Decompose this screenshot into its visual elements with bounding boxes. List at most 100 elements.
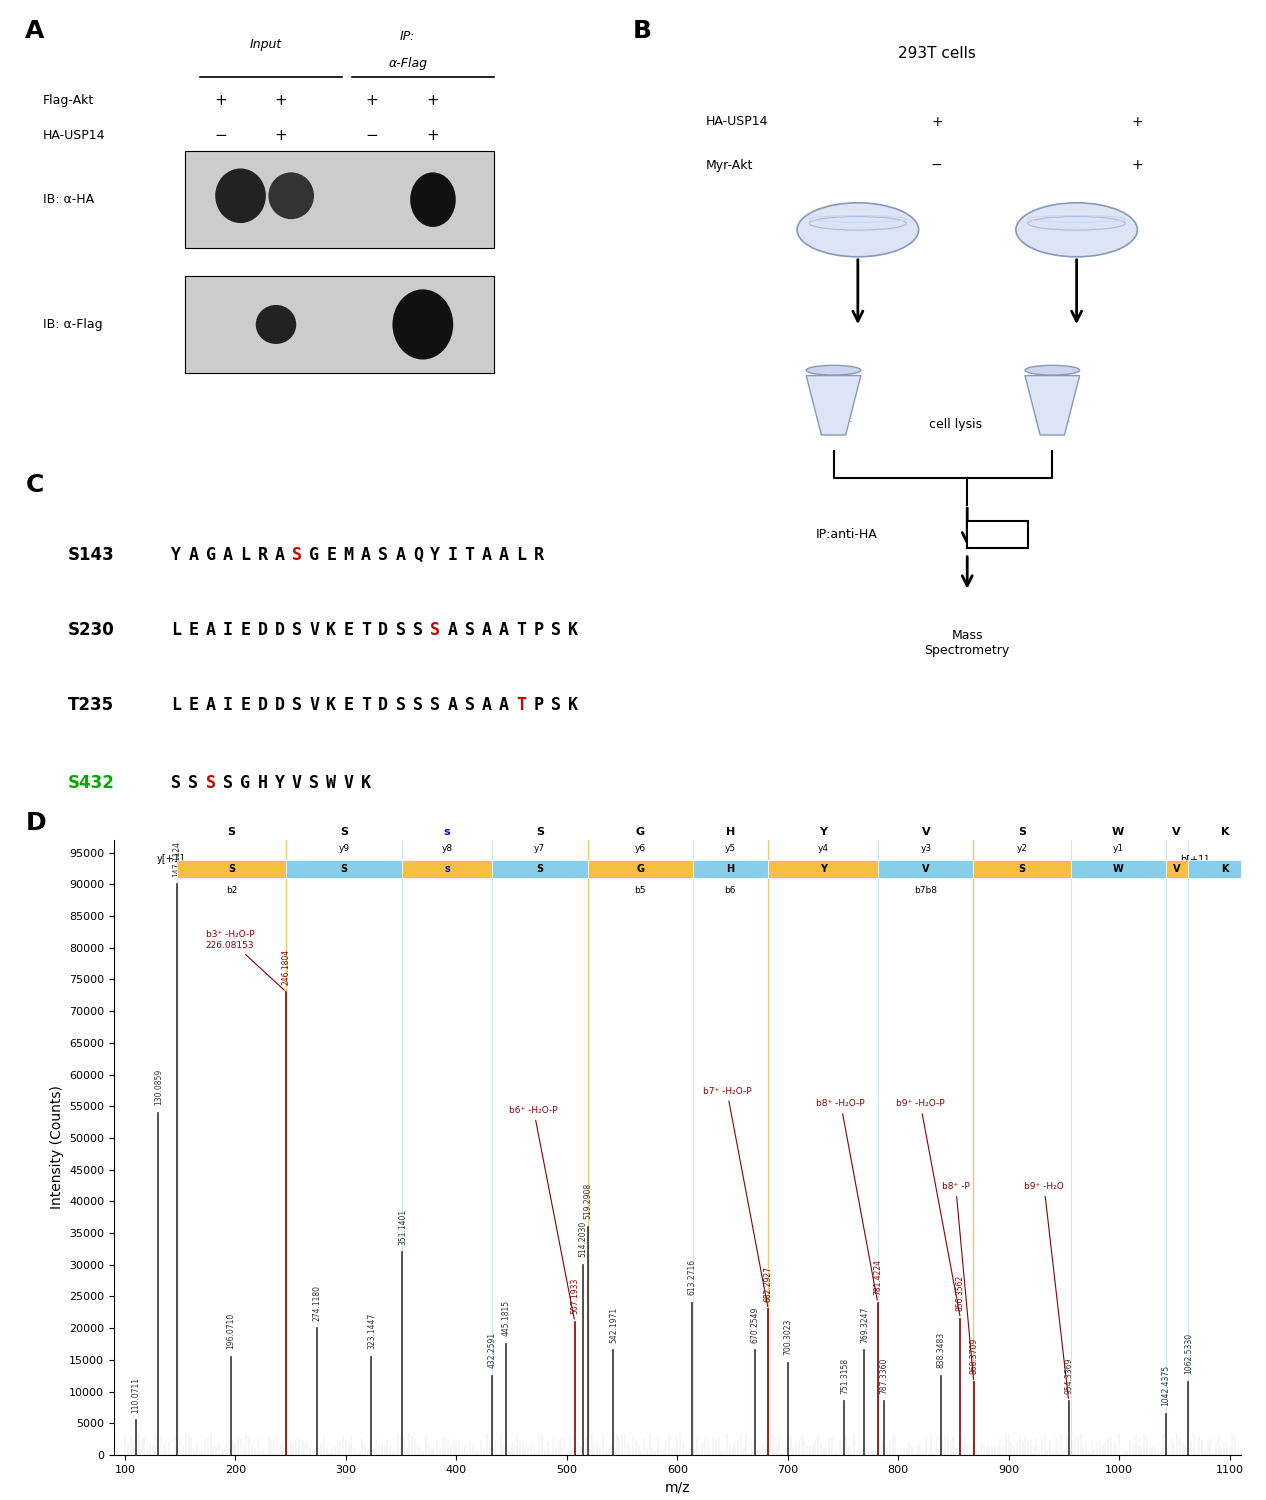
Text: K: K (327, 696, 337, 714)
Text: −: − (214, 128, 227, 142)
Text: HA-USP14: HA-USP14 (706, 116, 768, 129)
Text: A: A (482, 696, 491, 714)
Bar (1166, 861, 1188, 877)
Text: V: V (292, 774, 303, 792)
Text: D: D (25, 810, 46, 834)
Text: A: A (499, 696, 509, 714)
Text: S: S (465, 696, 475, 714)
Text: B: B (633, 18, 652, 42)
Text: A: A (25, 18, 44, 42)
Text: 519.2908: 519.2908 (584, 1184, 592, 1219)
Text: W: W (1113, 864, 1123, 874)
Text: A: A (361, 546, 371, 564)
Text: S: S (1018, 864, 1025, 874)
Polygon shape (806, 375, 861, 435)
Text: S432: S432 (68, 774, 115, 792)
Text: 838.3483: 838.3483 (936, 1332, 946, 1368)
Text: 351.1401: 351.1401 (398, 1209, 406, 1245)
Text: S: S (413, 621, 423, 639)
Text: E: E (344, 621, 353, 639)
Text: b6⁺ -H₂O-P: b6⁺ -H₂O-P (509, 1106, 575, 1318)
Text: Y: Y (819, 827, 827, 837)
Text: S: S (536, 827, 544, 837)
X-axis label: m/z: m/z (665, 1480, 690, 1494)
Text: 868.3709: 868.3709 (970, 1338, 979, 1374)
Text: 682.2927: 682.2927 (763, 1266, 772, 1302)
Text: T: T (361, 696, 371, 714)
Text: A: A (275, 546, 285, 564)
Text: H: H (727, 864, 734, 874)
Text: S: S (171, 774, 181, 792)
Ellipse shape (392, 290, 453, 360)
Text: K: K (568, 621, 579, 639)
Text: A: A (499, 621, 509, 639)
Y-axis label: Intensity (Counts): Intensity (Counts) (49, 1086, 63, 1209)
Text: s: s (443, 827, 451, 837)
Text: W: W (327, 774, 337, 792)
Text: S: S (395, 621, 405, 639)
Text: T235: T235 (68, 696, 114, 714)
Text: 700.3023: 700.3023 (784, 1318, 793, 1356)
Text: 542.1971: 542.1971 (609, 1306, 618, 1342)
Text: +: + (366, 93, 379, 108)
Text: y1: y1 (1113, 843, 1124, 852)
Text: A: A (499, 546, 509, 564)
Text: +: + (275, 128, 287, 142)
Text: D: D (379, 696, 389, 714)
Text: A: A (223, 546, 233, 564)
Text: R: R (257, 546, 267, 564)
Text: 1042.4375: 1042.4375 (1161, 1365, 1171, 1406)
Text: V: V (922, 827, 931, 837)
Text: D: D (275, 696, 285, 714)
Text: 514.2030: 514.2030 (579, 1221, 587, 1257)
Text: y7: y7 (534, 843, 546, 852)
Text: 293T cells: 293T cells (898, 46, 976, 62)
Text: IP:: IP: (400, 30, 415, 44)
Bar (286, 861, 403, 877)
Text: G: G (309, 546, 319, 564)
Text: S: S (292, 621, 303, 639)
Text: E: E (189, 696, 199, 714)
Text: S: S (430, 696, 441, 714)
Text: +: + (1132, 116, 1143, 129)
Ellipse shape (256, 304, 296, 344)
Text: b2: b2 (225, 885, 237, 894)
Text: L: L (171, 696, 181, 714)
Text: 196.0710: 196.0710 (227, 1312, 235, 1348)
Bar (967, 522, 1028, 549)
Text: 445.1815: 445.1815 (501, 1300, 510, 1336)
Text: b5: b5 (634, 885, 646, 894)
Text: D: D (257, 621, 267, 639)
Text: 432.2591: 432.2591 (487, 1332, 496, 1368)
Text: P: P (533, 621, 543, 639)
Text: P: P (533, 696, 543, 714)
Text: S: S (430, 621, 441, 639)
Text: 670.2549: 670.2549 (751, 1306, 760, 1342)
Text: D: D (379, 621, 389, 639)
Text: I: I (223, 621, 233, 639)
Text: Y: Y (430, 546, 441, 564)
Text: C: C (25, 472, 44, 496)
Text: y9: y9 (339, 843, 349, 852)
Text: 954.3369: 954.3369 (1065, 1358, 1074, 1394)
Text: S: S (189, 774, 199, 792)
Text: E: E (241, 621, 251, 639)
Text: S: S (223, 774, 233, 792)
Text: K: K (1222, 864, 1229, 874)
Ellipse shape (1025, 366, 1080, 375)
Bar (693, 861, 768, 877)
Text: S: S (341, 827, 348, 837)
Text: V: V (344, 774, 353, 792)
Text: H: H (257, 774, 267, 792)
Ellipse shape (806, 366, 861, 375)
Text: K: K (568, 696, 579, 714)
Text: b6: b6 (724, 885, 736, 894)
Ellipse shape (268, 172, 314, 219)
Text: S230: S230 (68, 621, 115, 639)
Text: S: S (228, 864, 235, 874)
Text: A: A (482, 546, 491, 564)
Text: S: S (465, 621, 475, 639)
Text: 781.4224: 781.4224 (874, 1258, 882, 1294)
Text: +: + (931, 116, 943, 129)
Text: D: D (275, 621, 285, 639)
